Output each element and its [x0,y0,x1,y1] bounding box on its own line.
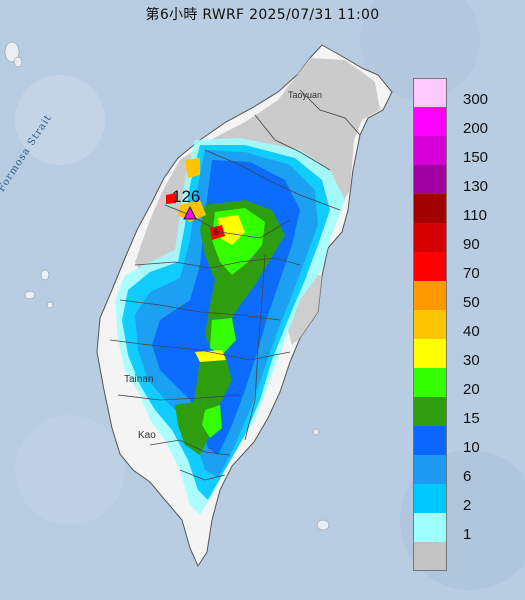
taoyuan-label: Taoyuan [288,90,323,100]
legend-swatch [413,513,447,542]
legend-label: 300 [463,91,489,108]
legend-item: 50 [413,281,513,311]
legend-label: 2 [463,497,472,514]
legend-label: 30 [463,352,480,369]
legend-item: 40 [413,310,513,340]
legend-item: 10 [413,426,513,456]
map-title: 第6小時 RWRF 2025/07/31 11:00 [145,7,380,23]
legend-item: 1 [413,513,513,543]
legend-label: 50 [463,294,480,311]
legend-swatch [413,397,447,426]
legend-swatch [413,223,447,252]
legend-item: 150 [413,136,513,166]
legend-swatch [413,484,447,513]
legend-label: 20 [463,381,480,398]
legend-item: 90 [413,223,513,253]
legend-item [413,542,513,571]
legend-item: 300 [413,78,513,108]
legend-item: 15 [413,397,513,427]
legend-label: 200 [463,120,489,137]
legend-item: 20 [413,368,513,398]
legend-label: 40 [463,323,480,340]
legend-label: 6 [463,468,472,485]
legend-item: 30 [413,339,513,369]
legend-label: 110 [463,207,487,224]
legend-swatch [413,310,447,339]
kaohsiung-label: Kao [138,430,156,441]
legend-swatch [413,426,447,455]
legend-item: 200 [413,107,513,137]
legend-swatch [413,136,447,165]
legend-item: 110 [413,194,513,224]
legend-item: 70 [413,252,513,282]
rain-30mm [195,215,245,362]
legend-swatch [413,194,447,223]
legend-swatch [413,281,447,310]
legend-label: 70 [463,265,480,282]
legend-label: 90 [463,236,480,253]
legend-swatch [413,368,447,397]
legend-label: 15 [463,410,480,427]
legend-label: 150 [463,149,489,166]
tainan-label: Tainan [124,374,154,385]
legend-swatch [413,78,447,107]
islands [4,41,330,531]
sea-texture [15,0,525,590]
legend-swatch [413,107,447,136]
legend-label: 1 [463,526,472,543]
legend-swatch [413,165,447,194]
legend: 300 200 150 130 110 90 70 50 40 30 20 15 10 6 2 1 [413,78,513,572]
legend-item: 2 [413,484,513,514]
legend-item: 6 [413,455,513,485]
max-marker-triangle [183,205,197,220]
legend-swatch [413,455,447,484]
legend-label: 130 [463,178,489,195]
max-rainfall-value: 126 [172,187,201,206]
legend-swatch [413,542,447,571]
legend-item: 130 [413,165,513,195]
legend-label: 10 [463,439,480,456]
gray-zone-east [285,270,322,345]
county-boundaries [109,89,361,481]
legend-swatch [413,252,447,281]
legend-swatch [413,339,447,368]
